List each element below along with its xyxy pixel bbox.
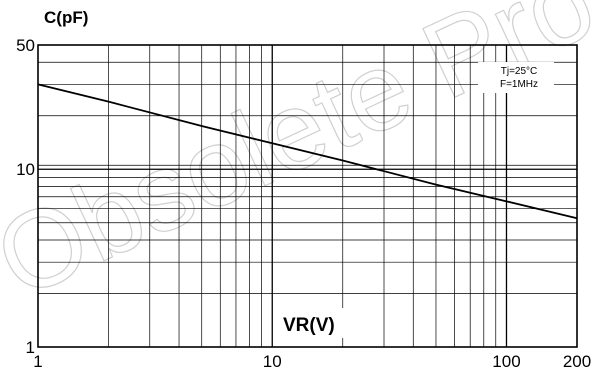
x-tick-label: 1	[33, 352, 42, 371]
annotation-frequency: F=1MHz	[500, 79, 538, 90]
y-tick-labels: 1 10 50	[16, 36, 35, 357]
y-axis-label: C(pF)	[44, 8, 88, 27]
series-layer	[37, 83, 578, 220]
y-tick-label: 50	[16, 36, 35, 55]
x-axis-label: VR(V)	[283, 315, 335, 336]
series-line-0	[37, 83, 578, 220]
x-tick-labels: 1 10 100 200	[33, 352, 591, 371]
annotation-box: Tj=25°C F=1MHz	[478, 62, 554, 93]
annotation-temperature: Tj=25°C	[501, 66, 538, 77]
x-axis-label-background	[276, 308, 354, 338]
y-tick-label: 1	[26, 338, 35, 357]
annotation-background	[478, 62, 554, 93]
x-tick-label: 100	[492, 352, 520, 371]
watermark: Obsolete Pro	[0, 0, 608, 322]
x-tick-label: 10	[263, 352, 282, 371]
chart-grid	[38, 45, 577, 347]
y-tick-label: 10	[16, 160, 35, 179]
x-tick-label: 200	[563, 352, 591, 371]
plot-frame	[37, 44, 578, 348]
